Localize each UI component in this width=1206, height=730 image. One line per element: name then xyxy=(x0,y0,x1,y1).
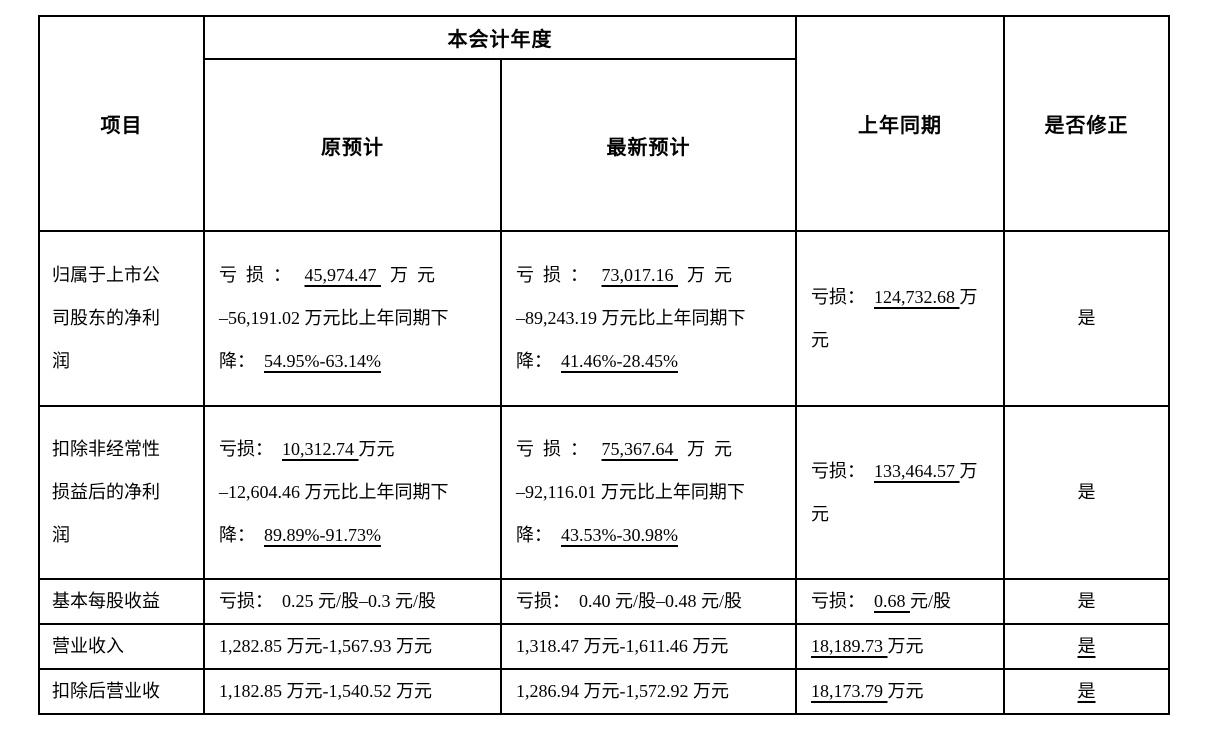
text-segment: 万 元 xyxy=(811,460,978,524)
cell-item: 基本每股收益 xyxy=(38,578,205,625)
text-segment: 万元 xyxy=(887,681,924,701)
text-segment: 万 元 xyxy=(811,286,978,350)
cell-latest-estimate: 1,286.94 万元-1,572.92 万元 xyxy=(500,668,797,715)
cell-item: 营业收入 xyxy=(38,623,205,670)
cell-latest-estimate: 亏损： 0.40 元/股–0.48 元/股 xyxy=(500,578,797,625)
text-segment: 万元 xyxy=(887,636,924,656)
text-segment: 1,182.85 万元-1,540.52 万元 xyxy=(219,681,432,701)
underlined-text: 18,173.79 xyxy=(811,681,888,701)
cell-is-revised: 是 xyxy=(1003,405,1170,580)
text-segment: 亏损： xyxy=(811,591,874,611)
underlined-text: 18,189.73 xyxy=(811,636,888,656)
underlined-text: 124,732.68 xyxy=(874,286,960,307)
cell-is-revised: 是 xyxy=(1003,623,1170,670)
cell-item: 扣除非经常性 损益后的净利 润 xyxy=(38,405,205,580)
cell-prior-year: 亏损： 133,464.57 万 元 xyxy=(795,405,1005,580)
underlined-text: 43.53%-30.98% xyxy=(561,525,678,545)
header-is-revised: 是否修正 xyxy=(1003,15,1170,232)
text-segment: 亏损： 0.40 元/股–0.48 元/股 xyxy=(516,591,743,611)
text-segment: 是 xyxy=(1077,591,1096,611)
text-segment: 1,286.94 万元-1,572.92 万元 xyxy=(516,681,729,701)
cell-original-estimate: 亏损： 10,312.74 万元 –12,604.46 万元比上年同期下 降： … xyxy=(203,405,502,580)
text-segment: 亏 损 ： xyxy=(516,439,602,459)
text-segment: 1,282.85 万元-1,567.93 万元 xyxy=(219,636,432,656)
cell-original-estimate: 1,182.85 万元-1,540.52 万元 xyxy=(203,668,502,715)
header-item: 项目 xyxy=(38,15,205,232)
cell-original-estimate: 1,282.85 万元-1,567.93 万元 xyxy=(203,623,502,670)
table-row-operating-revenue: 营业收入 1,282.85 万元-1,567.93 万元 1,318.47 万元… xyxy=(38,623,1170,670)
table-row-net-profit: 归属于上市公 司股东的净利 润 亏 损 ： 45,974.47 万 元 –56,… xyxy=(38,230,1170,407)
cell-latest-estimate: 1,318.47 万元-1,611.46 万元 xyxy=(500,623,797,670)
document-page: 项目 本会计年度 上年同期 是否修正 原预计 最新预计 归属于上市公 司股东的净… xyxy=(38,15,1170,715)
cell-prior-year: 18,189.73 万元 xyxy=(795,623,1005,670)
text-segment: 元/股 xyxy=(910,591,952,611)
cell-is-revised: 是 xyxy=(1003,668,1170,715)
cell-item: 归属于上市公 司股东的净利 润 xyxy=(38,230,205,407)
cell-original-estimate: 亏损： 0.25 元/股–0.3 元/股 xyxy=(203,578,502,625)
header-row-top: 项目 本会计年度 上年同期 是否修正 xyxy=(38,15,1170,232)
text-segment: 亏损： xyxy=(811,286,874,307)
table-row-net-profit-excl-nonrecurring: 扣除非经常性 损益后的净利 润 亏损： 10,312.74 万元 –12,604… xyxy=(38,405,1170,580)
cell-prior-year: 亏损： 0.68 元/股 xyxy=(795,578,1005,625)
cell-prior-year: 18,173.79 万元 xyxy=(795,668,1005,715)
header-prior-year-period: 上年同期 xyxy=(795,15,1005,232)
cell-prior-year: 亏损： 124,732.68 万 元 xyxy=(795,230,1005,407)
underlined-text: 是 xyxy=(1077,636,1096,656)
text-segment: 亏 损 ： xyxy=(219,265,305,285)
underlined-text: 41.46%-28.45% xyxy=(561,351,678,371)
underlined-text: 0.68 xyxy=(874,591,910,611)
underlined-text: 89.89%-91.73% xyxy=(264,525,381,545)
text-segment: 亏 损 ： xyxy=(516,265,602,285)
underlined-text: 73,017.16 xyxy=(601,265,678,285)
table-row-revenue-after-deduction: 扣除后营业收 1,182.85 万元-1,540.52 万元 1,286.94 … xyxy=(38,668,1170,715)
header-latest-estimate: 最新预计 xyxy=(500,58,797,232)
cell-is-revised: 是 xyxy=(1003,230,1170,407)
underlined-text: 133,464.57 xyxy=(874,460,960,481)
cell-item: 扣除后营业收 xyxy=(38,668,205,715)
text-segment: 亏损： xyxy=(811,460,874,481)
cell-latest-estimate: 亏 损 ： 73,017.16 万 元 –89,243.19 万元比上年同期下 … xyxy=(500,230,797,407)
text-segment: 万 元 –89,243.19 万元比上年同期下 降： xyxy=(516,265,746,371)
text-segment: 万 元 –92,116.01 万元比上年同期下 降： xyxy=(516,439,745,545)
header-row-sub: 原预计 最新预计 xyxy=(39,58,1169,232)
text-segment: 是 xyxy=(1077,308,1096,328)
header-original-estimate: 原预计 xyxy=(203,58,502,232)
earnings-forecast-table: 项目 本会计年度 上年同期 是否修正 原预计 最新预计 归属于上市公 司股东的净… xyxy=(38,15,1170,715)
text-segment: 亏损： xyxy=(219,439,282,459)
table-row-basic-eps: 基本每股收益 亏损： 0.25 元/股–0.3 元/股 亏损： 0.40 元/股… xyxy=(38,578,1170,625)
header-current-fiscal-year: 本会计年度 xyxy=(203,15,797,60)
underlined-text: 10,312.74 xyxy=(282,439,359,459)
underlined-text: 54.95%-63.14% xyxy=(264,351,381,371)
underlined-text: 是 xyxy=(1077,681,1096,701)
text-segment: 万元 –12,604.46 万元比上年同期下 降： xyxy=(219,439,449,545)
underlined-text: 75,367.64 xyxy=(601,439,678,459)
cell-is-revised: 是 xyxy=(1003,578,1170,625)
cell-original-estimate: 亏 损 ： 45,974.47 万 元 –56,191.02 万元比上年同期下 … xyxy=(203,230,502,407)
cell-latest-estimate: 亏 损 ： 75,367.64 万 元 –92,116.01 万元比上年同期下 … xyxy=(500,405,797,580)
text-segment: 1,318.47 万元-1,611.46 万元 xyxy=(516,636,729,656)
text-segment: 亏损： 0.25 元/股–0.3 元/股 xyxy=(219,591,437,611)
underlined-text: 45,974.47 xyxy=(304,265,381,285)
text-segment: 万 元 –56,191.02 万元比上年同期下 降： xyxy=(219,265,449,371)
text-segment: 是 xyxy=(1077,482,1096,502)
